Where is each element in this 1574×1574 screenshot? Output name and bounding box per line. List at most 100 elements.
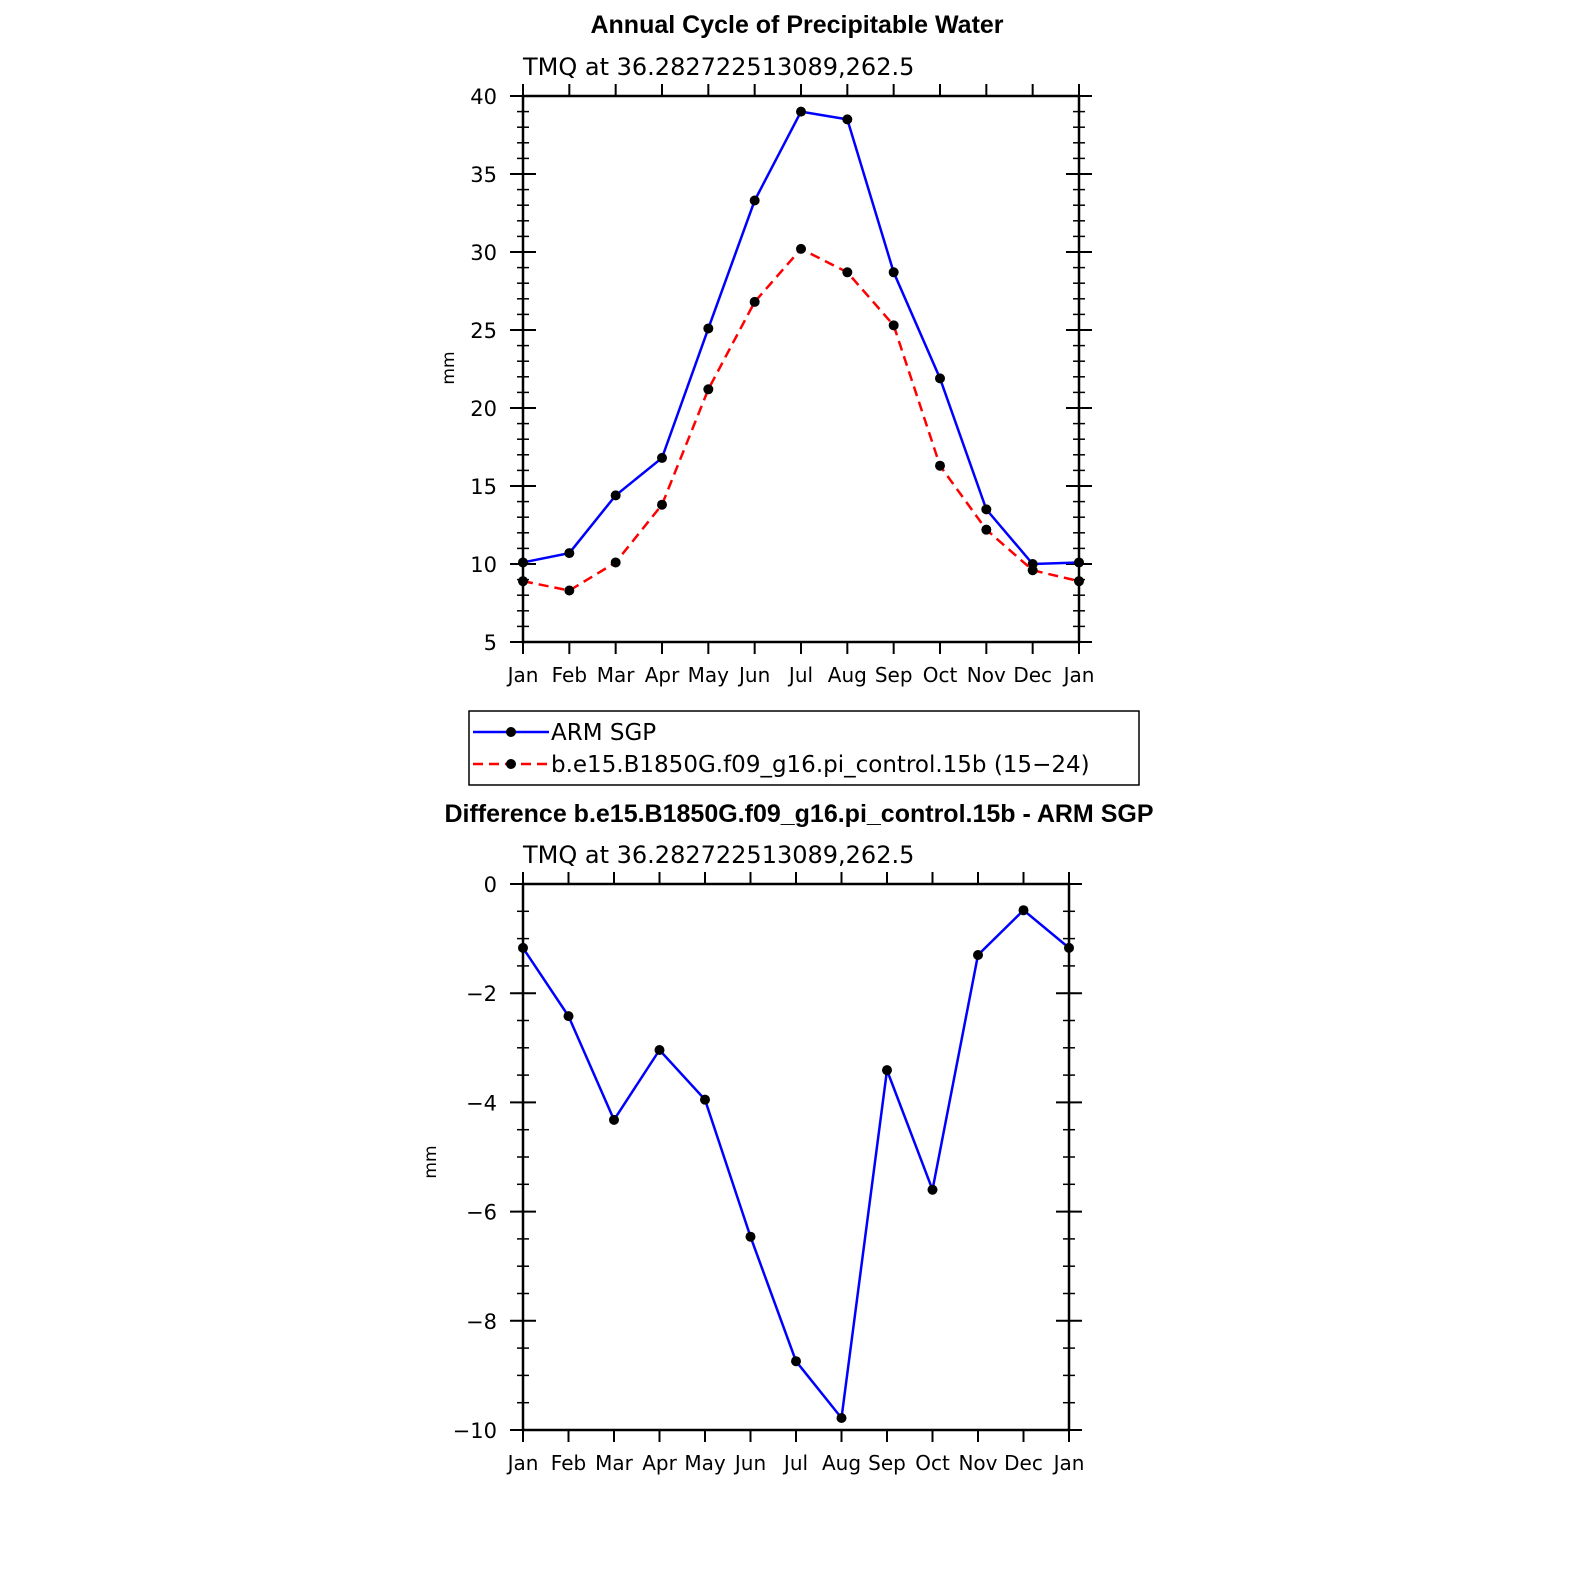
y-tick-label: −2 xyxy=(466,982,497,1006)
data-point xyxy=(842,114,853,125)
y-tick-label: −6 xyxy=(466,1201,497,1225)
legend-marker-arm-sgp xyxy=(506,727,516,737)
data-point xyxy=(1074,557,1084,568)
data-point xyxy=(935,373,945,384)
series-group xyxy=(518,106,1084,596)
legend: ARM SGP b.e15.B1850G.f09_g16.pi_control.… xyxy=(468,710,1140,786)
y-tick-label: 35 xyxy=(470,163,497,187)
data-point xyxy=(935,460,945,471)
annual-cycle-panel: Annual Cycle of Precipitable Water TMQ a… xyxy=(439,11,1094,687)
data-point xyxy=(610,490,621,501)
data-point xyxy=(609,1114,619,1125)
y-tick-label: −10 xyxy=(453,1419,497,1443)
x-tick-label: Nov xyxy=(958,1451,997,1475)
data-point xyxy=(749,195,760,206)
data-point xyxy=(564,585,575,596)
data-point xyxy=(610,557,621,568)
y-tick-label: 5 xyxy=(484,631,497,655)
data-point xyxy=(981,504,992,515)
y-tick-label: 40 xyxy=(470,85,497,109)
x-tick-label: Jan xyxy=(506,1451,539,1475)
data-point xyxy=(749,296,760,307)
data-point xyxy=(842,267,853,278)
data-point xyxy=(888,267,899,278)
x-tick-label: Oct xyxy=(923,663,958,687)
difference-panel: Difference b.e15.B1850G.f09_g16.pi_contr… xyxy=(421,800,1154,1475)
data-point xyxy=(888,320,899,331)
x-tick-label: Jan xyxy=(1062,663,1095,687)
x-tick-label: Sep xyxy=(868,1451,906,1475)
data-point xyxy=(1064,942,1074,953)
data-point xyxy=(836,1412,847,1423)
axis-ticks xyxy=(510,872,1082,1442)
y-tick-label: 20 xyxy=(470,397,497,421)
data-point xyxy=(518,576,528,587)
x-tick-label: Apr xyxy=(642,1451,677,1475)
data-point xyxy=(1027,565,1038,576)
x-tick-label: Nov xyxy=(967,663,1006,687)
data-point xyxy=(1074,576,1084,587)
x-tick-label: Dec xyxy=(1013,663,1052,687)
axis-ticks xyxy=(510,84,1092,654)
legend-label-arm-sgp: ARM SGP xyxy=(551,720,656,746)
y-tick-label: −4 xyxy=(466,1091,497,1115)
x-tick-label: Jan xyxy=(506,663,539,687)
y-tick-label: 25 xyxy=(470,319,497,343)
x-tick-label: Mar xyxy=(597,663,636,687)
data-point xyxy=(657,499,667,510)
y-tick-labels: 5 10 15 20 25 30 35 40 xyxy=(470,85,497,655)
data-point xyxy=(703,384,714,395)
x-tick-label: Jul xyxy=(787,663,813,687)
data-point xyxy=(657,452,667,463)
data-point xyxy=(973,949,983,960)
x-tick-label: Feb xyxy=(552,663,587,687)
chart-title: Annual Cycle of Precipitable Water xyxy=(590,11,1003,39)
data-point xyxy=(564,548,575,559)
chart-subtitle: TMQ at 36.282722513089,262.5 xyxy=(522,841,914,869)
y-tick-label: 15 xyxy=(470,475,497,499)
y-axis-label: mm xyxy=(439,351,459,384)
x-tick-label: Dec xyxy=(1004,1451,1043,1475)
y-tick-label: −8 xyxy=(466,1310,497,1334)
data-point xyxy=(882,1065,892,1076)
x-tick-labels: Jan Feb Mar Apr May Jun Jul Aug Sep Oct Nov Dec Jan xyxy=(506,1451,1085,1475)
data-point xyxy=(796,106,806,117)
x-tick-label: Jun xyxy=(737,663,770,687)
x-tick-label: Jan xyxy=(1052,1451,1085,1475)
data-point xyxy=(518,942,528,953)
y-tick-labels: −10 −8 −6 −4 −2 0 xyxy=(453,873,497,1443)
x-tick-label: Aug xyxy=(822,1451,861,1475)
x-tick-label: Mar xyxy=(595,1451,634,1475)
data-point xyxy=(700,1094,710,1105)
x-tick-label: Oct xyxy=(915,1451,950,1475)
data-point xyxy=(518,557,528,568)
legend-label-model: b.e15.B1850G.f09_g16.pi_control.15b (15−… xyxy=(551,752,1090,778)
x-tick-label: May xyxy=(684,1451,726,1475)
data-point xyxy=(654,1044,665,1055)
chart-subtitle: TMQ at 36.282722513089,262.5 xyxy=(522,53,914,81)
data-point xyxy=(563,1011,574,1022)
series-group xyxy=(518,905,1074,1423)
chart-title: Difference b.e15.B1850G.f09_g16.pi_contr… xyxy=(444,800,1153,828)
x-tick-label: May xyxy=(688,663,730,687)
data-point xyxy=(1018,905,1029,916)
data-point xyxy=(927,1184,938,1195)
data-point xyxy=(703,323,714,334)
x-tick-labels: Jan Feb Mar Apr May Jun Jul Aug Sep Oct Nov Dec Jan xyxy=(506,663,1095,687)
x-tick-label: Jul xyxy=(782,1451,808,1475)
y-axis-label: mm xyxy=(421,1145,441,1178)
legend-box xyxy=(468,710,1140,786)
data-point xyxy=(796,243,806,254)
x-tick-label: Apr xyxy=(645,663,680,687)
data-point xyxy=(981,524,992,535)
y-tick-label: 10 xyxy=(470,553,497,577)
y-tick-label: 30 xyxy=(470,241,497,265)
data-point xyxy=(791,1356,801,1367)
legend-marker-model xyxy=(506,759,516,769)
x-tick-label: Feb xyxy=(551,1451,586,1475)
x-tick-label: Aug xyxy=(828,663,867,687)
data-point xyxy=(745,1231,756,1242)
x-tick-label: Jun xyxy=(733,1451,766,1475)
y-tick-label: 0 xyxy=(484,873,497,897)
